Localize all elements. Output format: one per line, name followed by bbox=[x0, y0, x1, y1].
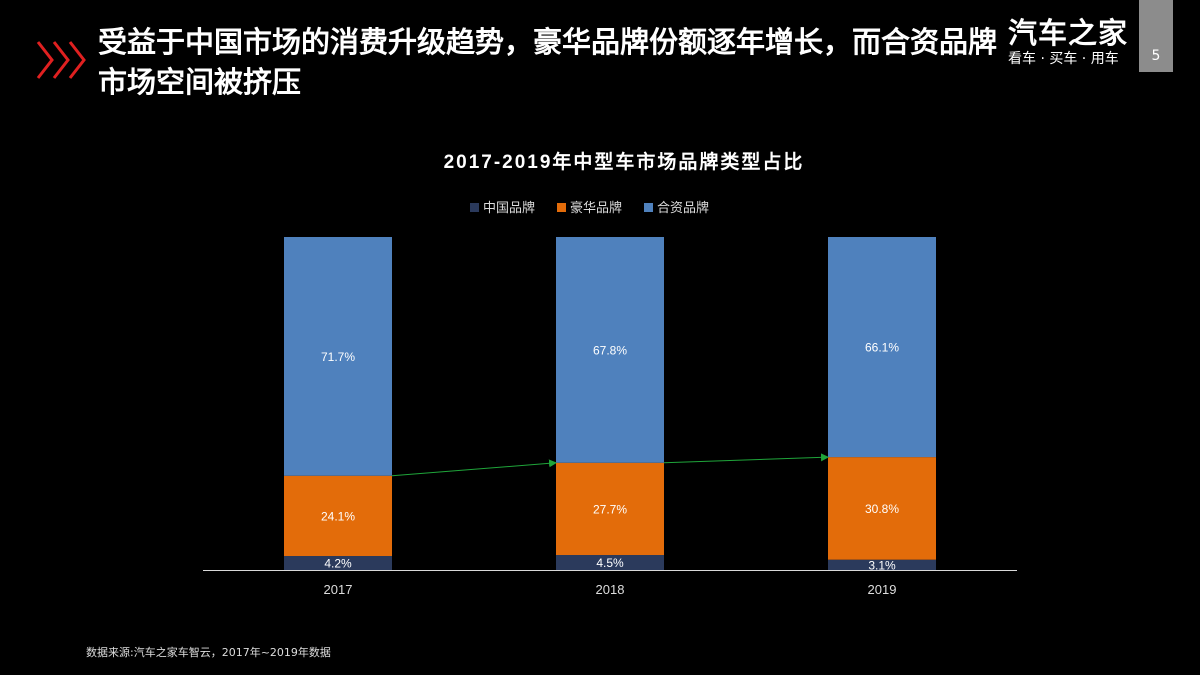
logo-tagline: 看车 · 买车 · 用车 bbox=[1008, 51, 1119, 67]
x-tick-label: 2019 bbox=[868, 582, 897, 597]
legend-label: 豪华品牌 bbox=[570, 200, 622, 215]
bar-segment bbox=[284, 237, 392, 476]
x-ticks: 2017 2018 2019 bbox=[324, 582, 897, 597]
trend-arrows bbox=[391, 453, 829, 477]
legend-swatch bbox=[470, 203, 479, 212]
page-number: 5 bbox=[1151, 48, 1161, 64]
legend-swatch bbox=[557, 203, 566, 212]
bar-segment bbox=[828, 237, 936, 458]
data-label: 4.2% bbox=[324, 557, 352, 571]
page-number-box: 5 bbox=[1139, 0, 1173, 72]
data-label: 71.7% bbox=[321, 350, 355, 364]
data-label: 27.7% bbox=[593, 502, 627, 516]
bar-segment bbox=[556, 462, 664, 556]
legend-swatch bbox=[644, 203, 653, 212]
data-label: 3.1% bbox=[868, 558, 896, 572]
bar-segment bbox=[556, 237, 664, 463]
data-label: 24.1% bbox=[321, 509, 355, 523]
bars: 4.2% 24.1% 71.7% 4.5% 27.7% 67.8% 3.1% 30.8% 66.… bbox=[284, 237, 936, 572]
source-note: 数据来源:汽车之家车智云，2017年~2019年数据 bbox=[86, 646, 331, 659]
logo: 汽车之家 看车 · 买车 · 用车 bbox=[1008, 16, 1128, 68]
x-tick-label: 2017 bbox=[324, 582, 353, 597]
data-label: 30.8% bbox=[865, 502, 899, 516]
bar-segment bbox=[828, 559, 936, 570]
chevron-icon bbox=[36, 41, 86, 79]
page-title: 受益于中国市场的消费升级趋势，豪华品牌份额逐年增长，而合资品牌市场空间被挤压 bbox=[98, 25, 998, 99]
bar-segment bbox=[828, 457, 936, 560]
chart-title: 2017-2019年中型车市场品牌类型占比 bbox=[444, 150, 805, 173]
bar-segment bbox=[284, 475, 392, 557]
trend-arrow bbox=[391, 459, 557, 477]
x-tick-label: 2018 bbox=[596, 582, 625, 597]
bar-segment bbox=[556, 555, 664, 570]
logo-main: 汽车之家 bbox=[1008, 16, 1129, 50]
legend-label: 中国品牌 bbox=[483, 200, 535, 215]
legend: 中国品牌 豪华品牌 合资品牌 bbox=[470, 200, 709, 215]
data-label: 67.8% bbox=[593, 343, 627, 357]
legend-label: 合资品牌 bbox=[657, 200, 709, 215]
trend-arrow bbox=[663, 453, 829, 464]
data-label: 4.5% bbox=[596, 556, 624, 570]
bar-segment bbox=[284, 556, 392, 570]
data-label: 66.1% bbox=[865, 341, 899, 355]
